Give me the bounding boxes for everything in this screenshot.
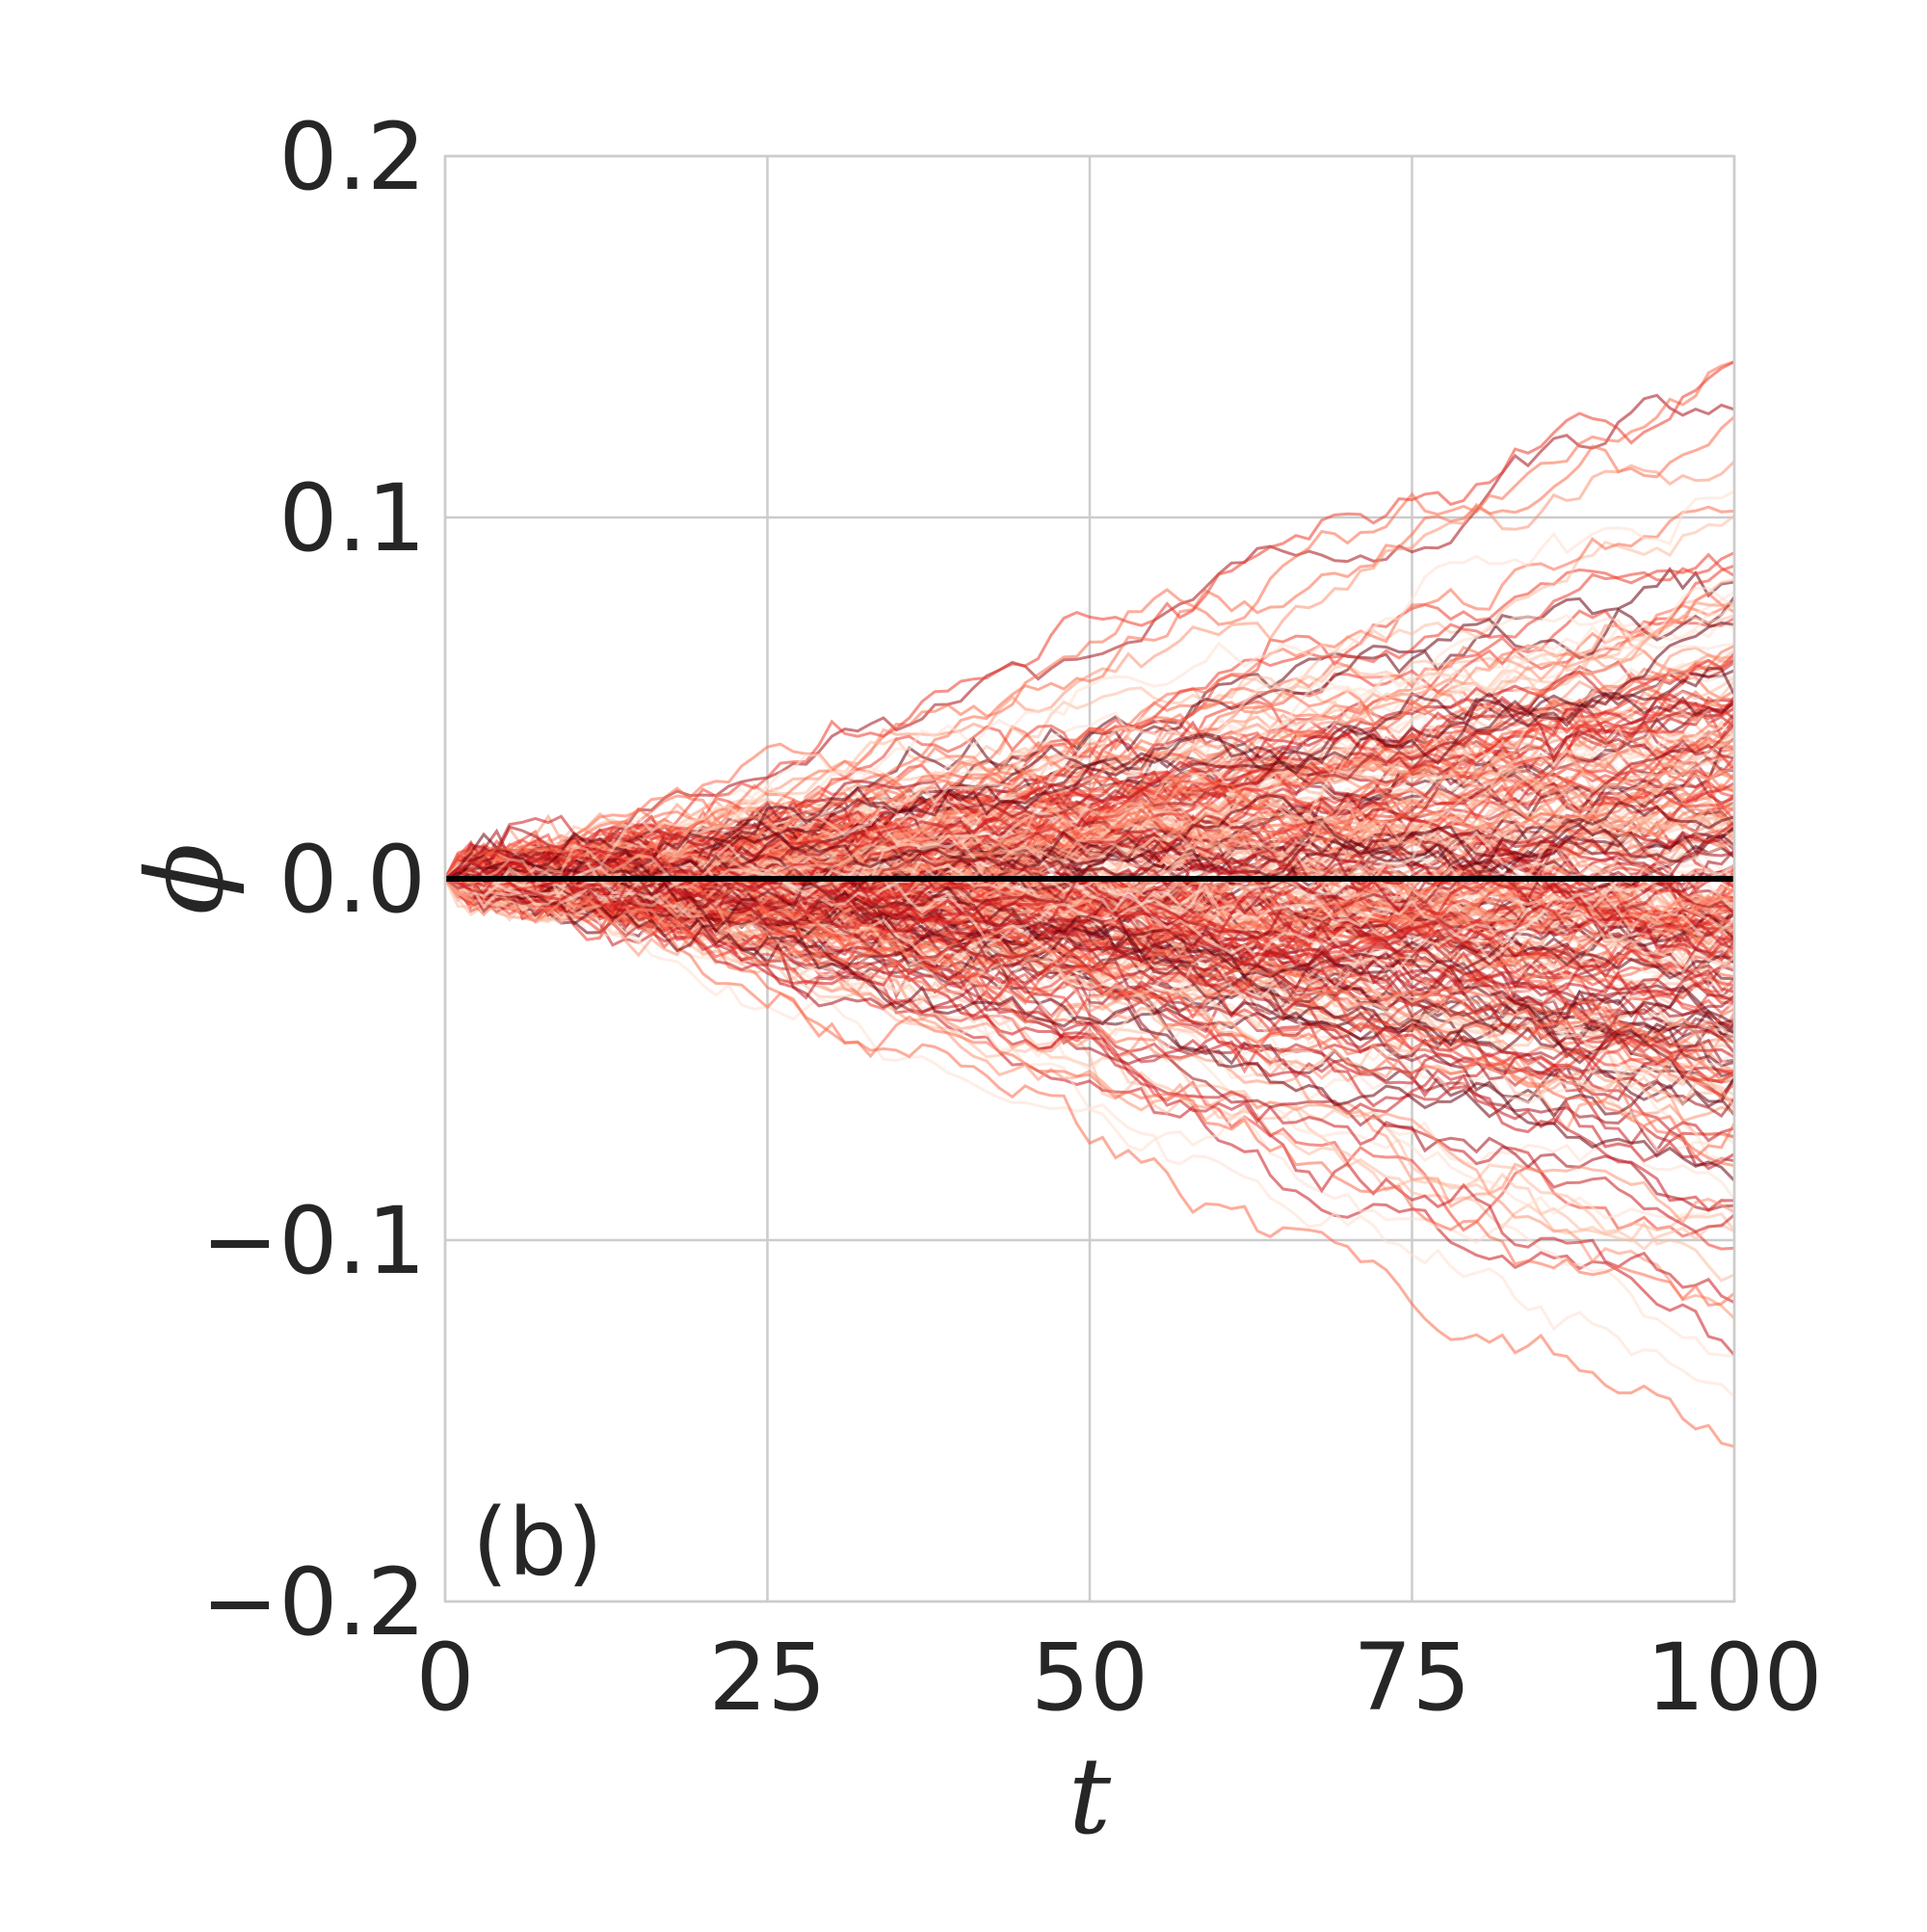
trajectory-line (444, 841, 1735, 1082)
y-axis-label: ϕ (123, 843, 247, 915)
y-tick-label: −0.1 (201, 1187, 426, 1295)
trajectory-line (444, 490, 1735, 898)
trajectory-line (444, 621, 1735, 881)
axes-frame (443, 154, 1736, 1603)
plot-frame (443, 154, 1736, 1603)
panel-label: (b) (472, 1489, 603, 1597)
trajectory-line (444, 853, 1735, 967)
y-tick-label: 0.1 (278, 464, 426, 572)
x-tick-labels: 0 25 50 75 100 (415, 1624, 1822, 1732)
trajectory-line (444, 360, 1735, 891)
trajectory-line (444, 393, 1735, 889)
trajectory-line (444, 505, 1735, 893)
y-tick-label: −0.2 (201, 1548, 426, 1656)
x-tick-label: 0 (415, 1624, 474, 1732)
trajectory-ensemble (443, 359, 1736, 1448)
trajectory-line (444, 767, 1735, 889)
trajectory-line (444, 692, 1735, 881)
x-axis-label: t (1069, 1734, 1112, 1858)
trajectory-line (444, 877, 1736, 1398)
x-tick-label: 75 (1353, 1624, 1470, 1732)
trajectory-line (443, 878, 1736, 1108)
trajectory-line (443, 658, 1735, 880)
y-tick-label: 0.2 (278, 103, 426, 211)
x-tick-label: 100 (1646, 1624, 1822, 1732)
trajectory-line (444, 461, 1736, 890)
trajectory-line (444, 359, 1735, 882)
trajectory-line (444, 877, 1736, 1182)
trajectory-line (444, 854, 1735, 963)
y-tick-labels: −0.2 −0.1 0.0 0.1 0.2 (201, 103, 426, 1656)
trajectory-line (444, 845, 1735, 1059)
trajectory-line (444, 864, 1735, 1226)
y-tick-label: 0.0 (278, 826, 426, 934)
x-tick-label: 50 (1031, 1624, 1148, 1732)
trajectory-line (444, 874, 1735, 1081)
x-tick-label: 25 (708, 1624, 826, 1732)
trajectory-line (444, 857, 1735, 1097)
trajectory-line (444, 551, 1735, 881)
trajectory-line (444, 862, 1735, 932)
trajectory-line (444, 873, 1735, 952)
